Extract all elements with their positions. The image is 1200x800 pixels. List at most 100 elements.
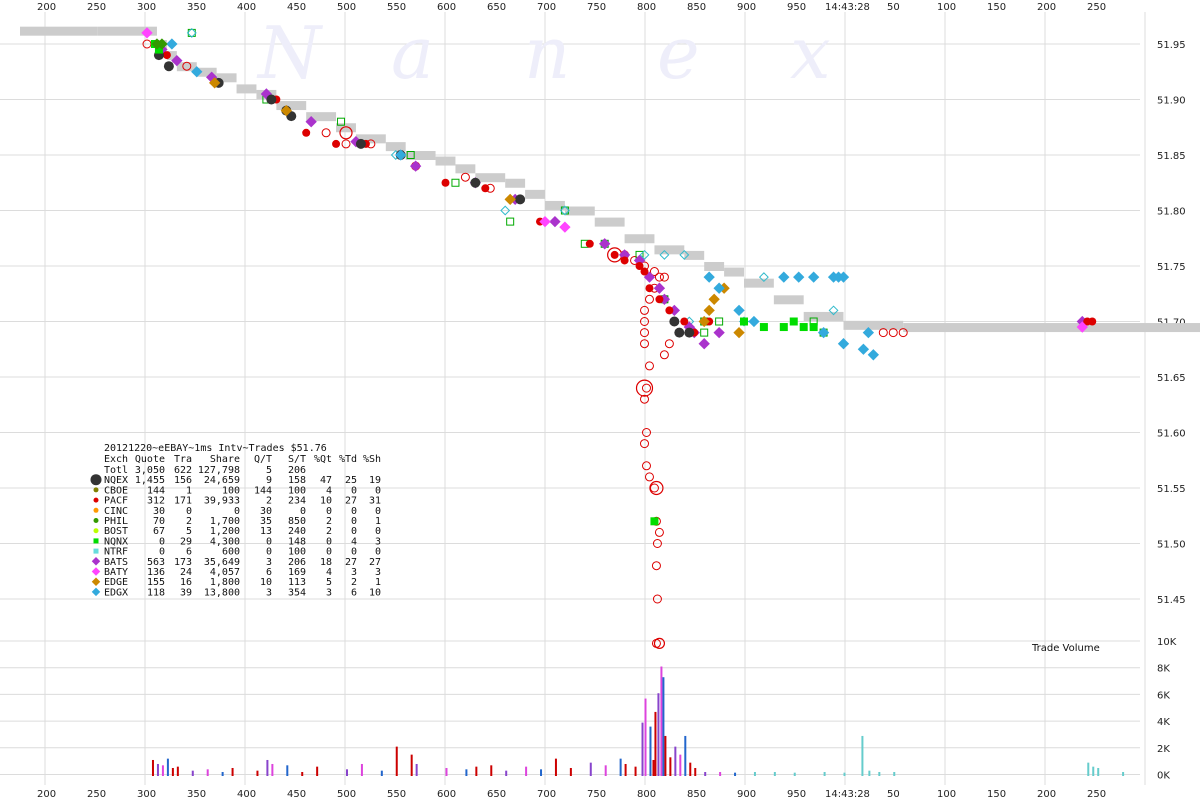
trade-marker-edgx xyxy=(817,326,830,339)
trade-marker-open-red xyxy=(640,317,649,326)
stats-row-cell: 18 xyxy=(320,557,332,568)
legend-swatch-cinc xyxy=(93,507,99,513)
volume-bar xyxy=(505,770,508,776)
stats-row-cell: BATS xyxy=(104,557,128,568)
stats-row-cell: 27 xyxy=(345,496,357,507)
trade-marker-edgx xyxy=(862,326,875,339)
volume-bar xyxy=(1092,766,1095,776)
stats-header-cell: Tra xyxy=(174,454,192,465)
nbbo-segment xyxy=(176,62,197,72)
y-tick-price: 51.50 xyxy=(1157,540,1186,551)
legend-swatch-edgx xyxy=(91,587,101,597)
volume-bar xyxy=(231,767,234,776)
stats-row-cell: 1,700 xyxy=(210,516,240,527)
volume-bar xyxy=(657,693,660,776)
trade-marker-nqnx xyxy=(789,317,798,326)
stats-row-cell: 6 xyxy=(266,567,272,578)
nbbo-segment xyxy=(276,101,307,111)
stats-row-cell: 31 xyxy=(369,496,381,507)
stats-row-cell: 1,800 xyxy=(210,577,240,588)
x-tick-label: 850 xyxy=(687,2,706,13)
x-tick-label: 500 xyxy=(337,789,356,800)
trade-markers xyxy=(141,27,1097,650)
stats-row-cell: PACF xyxy=(104,496,128,507)
x-tick-label: 50 xyxy=(887,789,900,800)
stats-row-cell: 30 xyxy=(153,506,165,517)
stats-row-cell: 2 xyxy=(266,496,272,507)
stats-row-cell: 0 xyxy=(375,485,381,496)
trade-marker-bats xyxy=(713,326,725,339)
stats-row-cell: Totl xyxy=(104,465,128,476)
y-tick-price: 51.80 xyxy=(1157,207,1186,218)
y-tick-price: 51.85 xyxy=(1157,151,1186,162)
stats-header-cell: %Qt xyxy=(314,454,332,465)
volume-bar xyxy=(861,735,864,776)
stats-row-cell: 3 xyxy=(351,567,357,578)
volume-bar xyxy=(868,770,871,776)
trade-marker-pacf xyxy=(610,250,619,259)
volume-bar xyxy=(151,759,154,776)
x-tick-label: 250 xyxy=(1087,2,1106,13)
legend-swatch-nqex xyxy=(90,474,102,486)
volume-bar xyxy=(704,771,707,776)
stats-row-cell: EDGE xyxy=(104,577,128,588)
y-tick-volume: 0K xyxy=(1157,771,1170,782)
stats-row-cell: 0 xyxy=(351,485,357,496)
trade-marker-pacf xyxy=(302,128,311,137)
stats-row-cell: 2 xyxy=(326,516,332,527)
stats-row-cell: 35 xyxy=(260,516,272,527)
trade-marker-open-green xyxy=(337,117,346,126)
trade-marker-open-red xyxy=(640,394,649,404)
trade-marker-bats xyxy=(409,160,422,172)
stats-row-cell: 4 xyxy=(326,485,332,496)
x-tick-label: 150 xyxy=(987,789,1006,800)
volume-bar xyxy=(589,762,592,776)
nbbo-segment xyxy=(166,51,177,61)
volume-bar xyxy=(161,765,164,776)
trade-marker-open-red xyxy=(640,339,649,349)
trade-marker-open-red xyxy=(898,328,908,338)
volume-bar xyxy=(619,758,622,776)
trade-marker-pacf xyxy=(441,178,450,187)
stats-row-cell: 5 xyxy=(266,465,272,476)
volume-bar xyxy=(475,766,478,776)
y-tick-price: 51.75 xyxy=(1157,262,1186,273)
trade-marker-bats xyxy=(171,54,183,67)
volume-bar xyxy=(1122,771,1125,776)
nbbo-segment xyxy=(1042,323,1142,333)
volume-bar xyxy=(664,735,667,776)
x-tick-label: 100 xyxy=(937,2,956,13)
stats-header-cell: %Td xyxy=(339,454,357,465)
stats-row-cell: 6 xyxy=(186,547,192,558)
x-axis-bottom: 200 250 300 350 400 450 500 550 600 650 700 750 800 8… xyxy=(37,789,1106,800)
y-tick-volume: 10K xyxy=(1157,637,1177,648)
stats-row-cell: 3 xyxy=(375,536,381,547)
trade-marker-open-green xyxy=(406,151,415,159)
stats-row-cell: 4,300 xyxy=(210,536,240,547)
stats-row-cell: 0 xyxy=(375,506,381,517)
stats-row-cell: 148 xyxy=(288,536,306,547)
stats-row-cell: 3,050 xyxy=(135,465,165,476)
trade-marker-open-red xyxy=(641,383,651,393)
trade-marker-nqnx xyxy=(759,323,768,332)
stats-row-cell: 13 xyxy=(260,526,272,537)
x-tick-label: 350 xyxy=(187,789,206,800)
nbbo-segment xyxy=(147,26,157,36)
x-tick-label: 200 xyxy=(37,2,56,13)
legend-swatch-nqnx xyxy=(93,538,99,544)
grid xyxy=(0,12,1146,785)
trade-marker-edgx xyxy=(793,271,805,283)
stats-row-cell: EDGX xyxy=(104,587,128,598)
trade-marker-edgx xyxy=(837,338,850,350)
x-tick-label: 850 xyxy=(687,789,706,800)
nbbo-segment xyxy=(216,73,237,83)
trade-marker-large xyxy=(653,637,666,650)
stats-row-cell: 3 xyxy=(326,587,332,598)
trade-marker-open-red xyxy=(644,361,654,371)
stats-row-cell: 70 xyxy=(153,516,165,527)
stats-row-cell: 3 xyxy=(375,567,381,578)
volume-bar xyxy=(256,770,259,776)
stats-row-cell: 13,800 xyxy=(204,587,240,598)
x-tick-label: 250 xyxy=(87,789,106,800)
